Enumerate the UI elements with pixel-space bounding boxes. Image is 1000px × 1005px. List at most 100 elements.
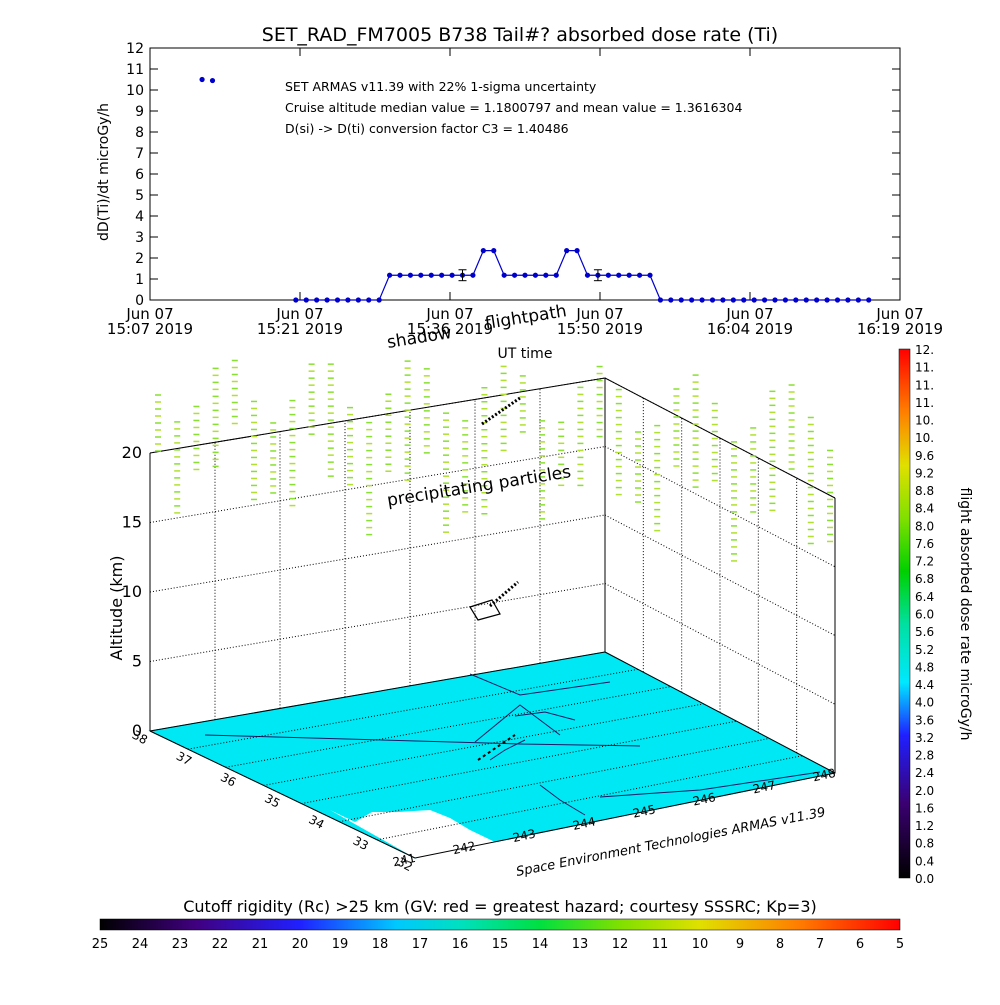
altitude-axis-label: Altitude (km) — [107, 556, 126, 661]
rigidity-tick-label: 6 — [856, 937, 864, 952]
rigidity-tick-label: 7 — [816, 937, 824, 952]
floor-gridline — [263, 703, 704, 786]
annotation-uncertainty: SET ARMAS v11.39 with 22% 1-sigma uncert… — [285, 79, 597, 94]
dose-colorbar-tick-label: 10. — [915, 414, 934, 428]
dose-x-tick-label-line2: 15:21 2019 — [257, 320, 343, 338]
dose-x-tick-label-line1: Jun 07 — [275, 305, 323, 323]
dose-y-tick-label: 3 — [135, 230, 144, 246]
dose-y-tick-label: 8 — [135, 125, 144, 141]
map-features — [204, 673, 821, 816]
dose-data-point — [439, 272, 445, 278]
dose-colorbar-tick-label: 12. — [915, 343, 934, 357]
longitude-tick-label: 247 — [752, 778, 777, 796]
dose-data-point — [209, 77, 216, 84]
dose-x-tick-label-line2: 15:07 2019 — [107, 320, 193, 338]
dose-x-tick-label-line1: Jun 07 — [125, 305, 173, 323]
dose-data-point — [699, 297, 705, 303]
back-wall-gridline — [149, 583, 606, 662]
rigidity-tick-label: 10 — [692, 937, 709, 952]
side-wall-gridline — [604, 583, 836, 705]
dose-data-point — [751, 297, 757, 303]
altitude-tick-label: 20 — [122, 443, 142, 462]
dose-colorbar-tick-label: 7.2 — [915, 555, 934, 569]
precipitating-particles-markers — [155, 359, 833, 562]
dose-colorbar-tick-label: 8.0 — [915, 519, 934, 533]
dose-colorbar-tick-label: 11. — [915, 361, 934, 375]
rigidity-tick-label: 8 — [776, 937, 784, 952]
dose-data-point — [730, 297, 736, 303]
dose-x-tick-label-line2: 16:19 2019 — [857, 320, 943, 338]
annotation-cruise-stats: Cruise altitude median value = 1.1800797… — [285, 100, 742, 115]
dose-colorbar-tick-label: 3.6 — [915, 713, 934, 727]
altitude-tick-label: 10 — [122, 582, 142, 601]
dose-colorbar-tick-label: 6.8 — [915, 572, 934, 586]
dose-colorbar-tick-label: 11. — [915, 396, 934, 410]
dose-colorbar-tick-label: 2.4 — [915, 766, 934, 780]
rigidity-tick-label: 14 — [532, 937, 549, 952]
dose-data-point — [376, 297, 382, 303]
latitude-ticks: 38 37 36 35 34 33 32 — [130, 728, 415, 875]
dose-data-point — [741, 297, 747, 303]
dose-colorbar-tick-label: 5.2 — [915, 643, 934, 657]
dose-data-point — [574, 248, 580, 254]
dose-x-tick-label-line1: Jun 07 — [875, 305, 923, 323]
dose-y-axis-label: dD(Ti)/dt microGy/h — [96, 103, 112, 241]
dose-data-point — [511, 272, 518, 278]
dose-y-tick-label: 9 — [135, 104, 144, 120]
dose-y-tick-label: 11 — [126, 62, 144, 78]
dose-data-point — [689, 297, 695, 303]
rigidity-tick-label: 19 — [332, 937, 349, 952]
dose-colorbar-tick-label: 10. — [915, 431, 934, 445]
floor-gridline — [225, 686, 671, 768]
rigidity-tick-label: 18 — [372, 937, 389, 952]
dose-data-point — [605, 272, 611, 278]
dose-data-point — [866, 297, 872, 303]
dose-colorbar-tick-label: 1.2 — [915, 819, 934, 833]
dose-colorbar-gradient — [898, 348, 911, 879]
dose-colorbar-tick-label: 0.4 — [915, 854, 934, 868]
dose-data-point — [324, 297, 330, 303]
back-wall-gridline — [149, 514, 606, 593]
dose-colorbar-tick-label: 0.0 — [915, 872, 934, 886]
dose-colorbar-tick-label: 0.8 — [915, 837, 934, 851]
dose-data-point — [491, 248, 497, 254]
dose-data-point — [293, 297, 299, 303]
dose-colorbar-tick-label: 2.0 — [915, 784, 934, 798]
dose-colorbar-label: flight absorbed dose rate microGy/h — [957, 488, 973, 741]
dose-data-point — [845, 297, 851, 303]
dose-data-point — [314, 297, 320, 303]
longitude-tick-label: 242 — [452, 839, 477, 857]
dose-data-point — [355, 297, 361, 303]
back-wall-gridline — [149, 446, 606, 523]
dose-y-tick-label: 1 — [135, 272, 144, 288]
dose-data-point — [501, 272, 507, 278]
altitude-tick-label: 0 — [132, 721, 142, 740]
dose-x-tick-label-line1: Jun 07 — [425, 305, 473, 323]
dose-x-tick-label-line2: 16:04 2019 — [707, 320, 793, 338]
dose-data-point — [616, 272, 622, 278]
dose-data-point — [678, 297, 684, 303]
dose-data-point — [803, 297, 809, 303]
side-wall-gridline — [604, 514, 836, 636]
dose-x-tick-label-line2: 15:50 2019 — [557, 320, 643, 338]
dose-data-point — [814, 297, 820, 303]
dose-colorbar-tick-label: 4.4 — [915, 678, 934, 692]
dose-data-point — [824, 297, 830, 303]
rigidity-tick-label: 11 — [652, 937, 669, 952]
rigidity-tick-label: 13 — [572, 937, 589, 952]
flight-3d-plot: 0 5 10 15 20 241 242 243 244 245 246 247 248 38 37 36… — [107, 301, 837, 880]
dose-data-point — [345, 297, 351, 303]
label-flightpath: flightpath — [484, 301, 568, 334]
dose-y-tick-label: 10 — [126, 83, 144, 99]
dose-colorbar-tick-label: 6.4 — [915, 590, 934, 604]
flight-track-markers — [469, 396, 521, 761]
altitude-tick-label: 5 — [132, 652, 142, 671]
dose-data-point — [668, 297, 674, 303]
dose-data-point — [761, 297, 768, 303]
longitude-tick-label: 245 — [632, 802, 657, 820]
dose-error-bar — [593, 269, 602, 282]
dose-colorbar-tick-label: 8.4 — [915, 502, 934, 516]
